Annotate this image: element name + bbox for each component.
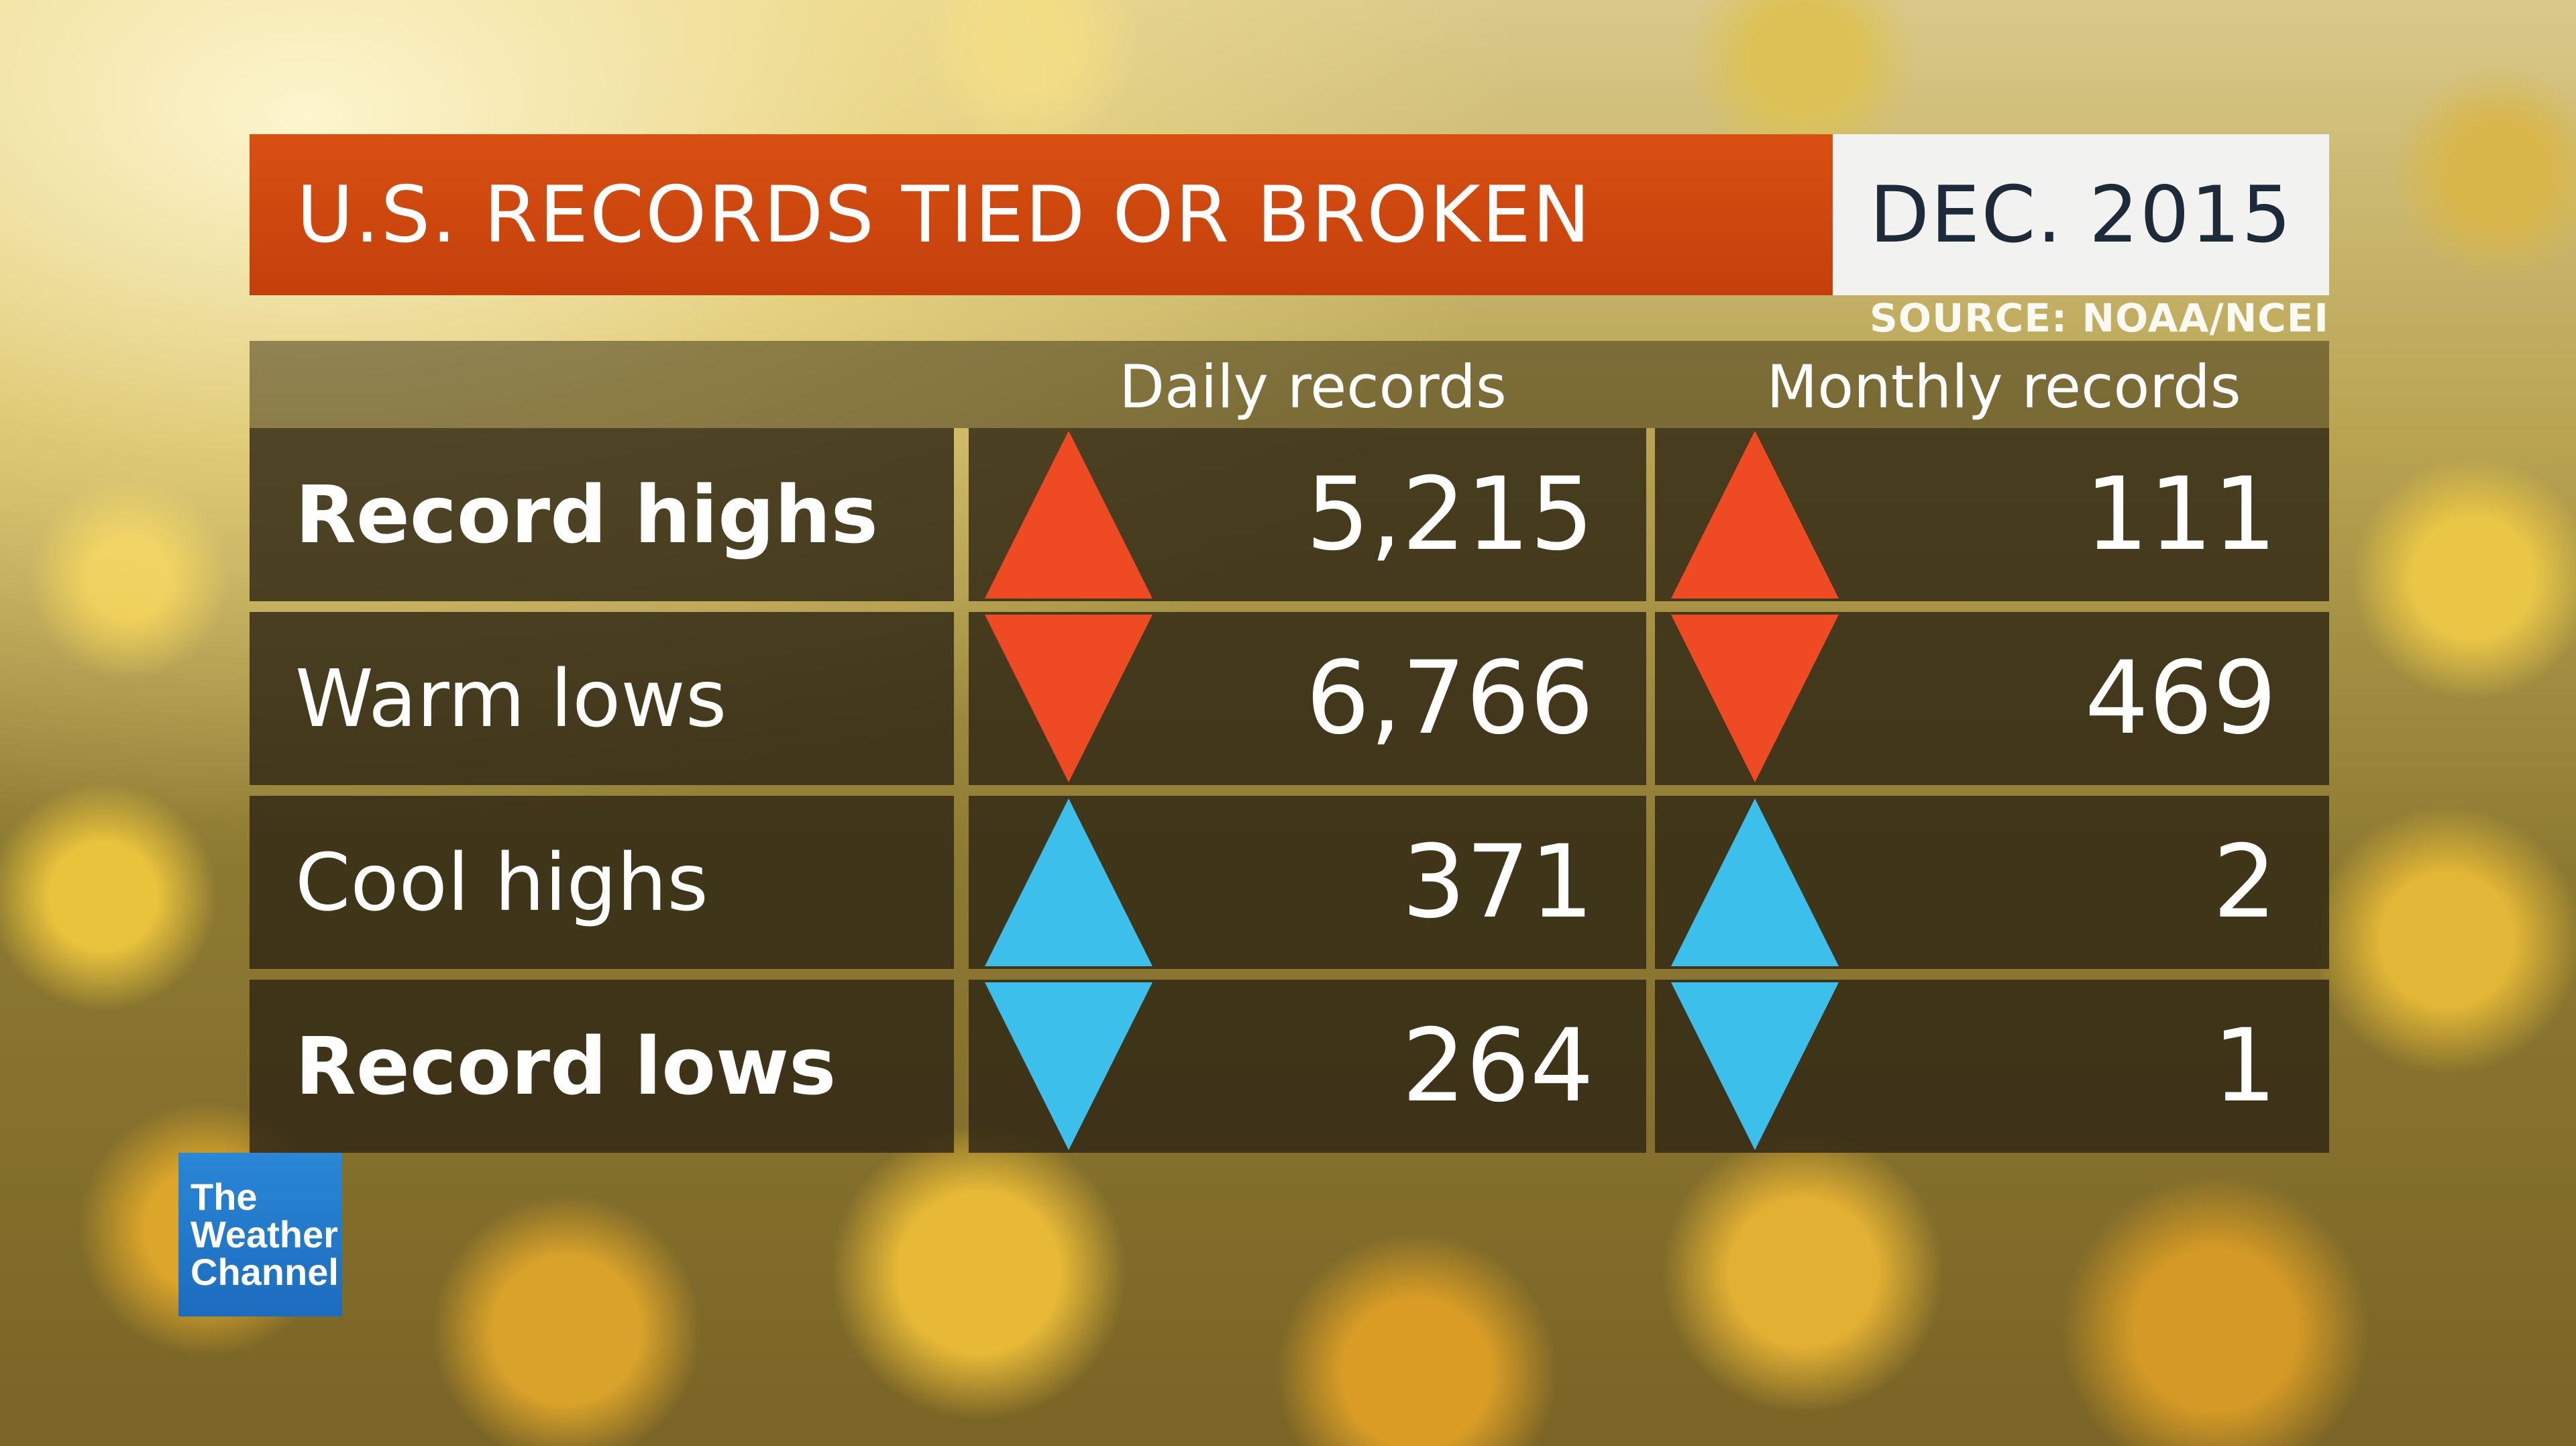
table-row-cool-highs: Cool highs 371 2	[250, 796, 2329, 969]
monthly-value-cell: 469	[1655, 612, 2329, 785]
daily-value-cell: 264	[969, 980, 1646, 1153]
daily-value: 6,766	[1305, 640, 1594, 757]
up-triangle-icon	[1671, 798, 1839, 966]
daily-value: 5,215	[1305, 456, 1594, 573]
daily-value-cell: 6,766	[969, 612, 1646, 785]
row-label-cell: Record lows	[250, 980, 954, 1153]
daily-value: 264	[1401, 1008, 1594, 1125]
logo-line-2: Weather	[191, 1213, 338, 1255]
row-label: Record lows	[295, 1020, 837, 1113]
down-triangle-icon	[1671, 982, 1839, 1150]
table-row-record-highs: Record highs 5,215 111	[250, 428, 2329, 601]
row-label: Warm lows	[295, 652, 727, 745]
up-triangle-icon	[1671, 431, 1839, 599]
row-label: Cool highs	[295, 836, 708, 929]
daily-value-cell: 5,215	[969, 428, 1646, 601]
weather-channel-logo: The Weather Channel	[178, 1153, 342, 1316]
down-triangle-icon	[1671, 615, 1839, 782]
table-header: Daily records Monthly records	[250, 341, 2329, 428]
up-triangle-icon	[985, 431, 1152, 599]
page-title: U.S. RECORDS TIED OR BROKEN	[297, 169, 1592, 260]
monthly-value-cell: 111	[1655, 428, 2329, 601]
date-box: DEC. 2015	[1833, 134, 2329, 295]
row-label-cell: Cool highs	[250, 796, 954, 969]
row-label-cell: Record highs	[250, 428, 954, 601]
monthly-value-cell: 1	[1655, 980, 2329, 1153]
logo-line-1: The	[191, 1176, 258, 1218]
row-label-cell: Warm lows	[250, 612, 954, 785]
title-bar: U.S. RECORDS TIED OR BROKEN	[250, 134, 1833, 295]
column-header-daily: Daily records	[1119, 352, 1507, 421]
down-triangle-icon	[985, 615, 1152, 782]
monthly-value: 1	[2212, 1008, 2277, 1125]
date-label: DEC. 2015	[1869, 169, 2293, 260]
logo-line-3: Channel	[191, 1251, 339, 1293]
monthly-value: 2	[2212, 824, 2277, 941]
monthly-value: 469	[2084, 640, 2277, 757]
up-triangle-icon	[985, 798, 1152, 966]
down-triangle-icon	[985, 982, 1152, 1150]
row-label: Record highs	[295, 468, 878, 561]
table-row-warm-lows: Warm lows 6,766 469	[250, 612, 2329, 785]
table-row-record-lows: Record lows 264 1	[250, 980, 2329, 1153]
monthly-value-cell: 2	[1655, 796, 2329, 969]
daily-value: 371	[1401, 824, 1594, 941]
source-credit: SOURCE: NOAA/NCEI	[1870, 295, 2329, 341]
monthly-value: 111	[2084, 456, 2277, 573]
daily-value-cell: 371	[969, 796, 1646, 969]
column-header-monthly: Monthly records	[1766, 352, 2241, 421]
